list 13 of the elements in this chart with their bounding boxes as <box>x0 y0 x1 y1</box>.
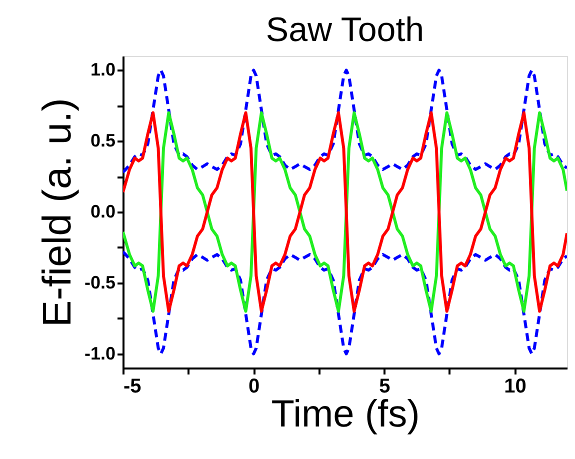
x-tick-label: -5 <box>124 376 142 398</box>
x-tick-label: 10 <box>504 376 526 398</box>
y-tick-label: 0.0 <box>90 202 116 222</box>
line-series <box>123 111 567 313</box>
chart-title: Saw Tooth <box>266 11 424 49</box>
x-tick-label: 0 <box>248 376 260 398</box>
y-tick-label: -1.0 <box>84 343 116 364</box>
line-series <box>123 250 567 356</box>
line-series <box>123 68 567 174</box>
y-tick-label: -0.5 <box>84 272 116 292</box>
y-tick-label: 0.5 <box>90 130 116 151</box>
y-axis-title: E-field (a. u.) <box>35 98 80 327</box>
y-tick-label: 1.0 <box>90 60 116 80</box>
